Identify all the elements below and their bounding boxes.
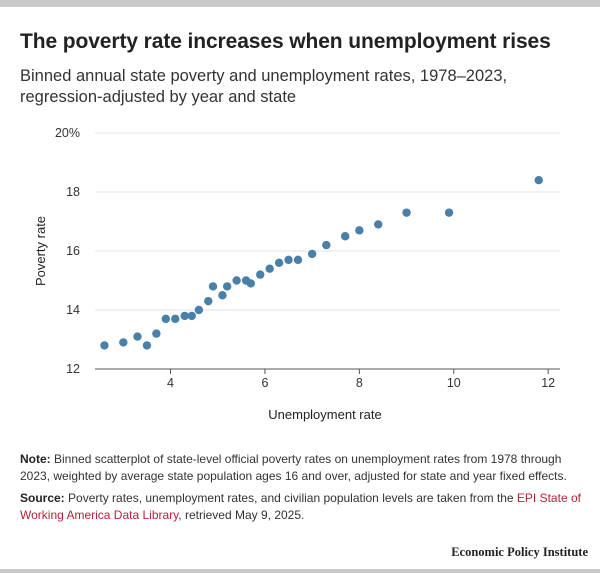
bottom-border <box>0 569 600 573</box>
y-tick-label: 20% <box>55 126 80 140</box>
data-point <box>194 305 204 315</box>
data-point <box>119 338 128 347</box>
data-point <box>444 208 454 217</box>
data-point <box>208 282 218 291</box>
data-point <box>246 279 255 288</box>
note-text: Binned scatterplot of state-level offici… <box>20 452 567 483</box>
publisher-logo: Economic Policy Institute <box>451 545 588 559</box>
x-tick-label: 6 <box>261 376 268 390</box>
y-tick-label: 12 <box>66 362 80 376</box>
chart-notes: Note: Binned scatterplot of state-level … <box>20 451 585 529</box>
x-tick-label: 10 <box>447 376 461 390</box>
data-point <box>204 296 213 306</box>
chart-title: The poverty rate increases when unemploy… <box>20 30 551 53</box>
data-point <box>355 226 364 235</box>
data-point <box>222 282 232 291</box>
data-point <box>100 341 109 350</box>
y-axis-label: Poverty rate <box>33 216 48 286</box>
source-link[interactable]: EPI State of Working America Data Librar… <box>20 491 581 522</box>
axes: 12 14 16 18 20% 4 6 8 10 12 <box>55 126 560 390</box>
y-tick-label: 14 <box>66 303 80 317</box>
note-label: Note: <box>20 452 51 466</box>
data-point <box>341 232 350 241</box>
x-axis-label: Unemployment rate <box>268 407 381 422</box>
data-point <box>142 341 152 350</box>
scatter-chart: 12 14 16 18 20% 4 6 8 10 12 Unemployment rate Pov… <box>33 126 560 422</box>
x-tick-label: 12 <box>541 376 555 390</box>
data-point <box>307 249 317 259</box>
chart-subtitle: Binned annual state poverty and unemploy… <box>20 67 508 106</box>
data-point <box>402 208 411 217</box>
data-point <box>274 258 284 267</box>
y-tick-label: 16 <box>66 244 80 258</box>
x-tick-label: 8 <box>356 376 363 390</box>
data-point <box>265 264 274 273</box>
grid-lines <box>95 132 560 311</box>
top-border <box>0 0 600 7</box>
data-point <box>218 291 227 300</box>
data-point <box>171 314 180 324</box>
data-point <box>133 332 142 341</box>
source-tail: , retrieved May 9, 2025. <box>178 508 305 522</box>
data-point <box>284 255 293 265</box>
x-tick-label: 4 <box>167 376 174 390</box>
data-point <box>161 314 171 324</box>
y-tick-label: 18 <box>66 185 80 199</box>
data-point <box>232 276 241 285</box>
data-point <box>152 329 161 338</box>
data-point <box>534 176 543 185</box>
source-text: Poverty rates, unemployment rates, and c… <box>64 491 517 505</box>
data-point <box>293 255 303 265</box>
source-label: Source: <box>20 491 65 505</box>
data-point <box>322 240 331 250</box>
data-point <box>374 220 383 229</box>
data-point <box>187 311 196 321</box>
data-point <box>256 270 265 279</box>
data-points <box>100 176 543 350</box>
note-paragraph: Note: Binned scatterplot of state-level … <box>20 451 585 485</box>
data-point <box>180 311 189 321</box>
source-paragraph: Source: Poverty rates, unemployment rate… <box>20 490 585 524</box>
